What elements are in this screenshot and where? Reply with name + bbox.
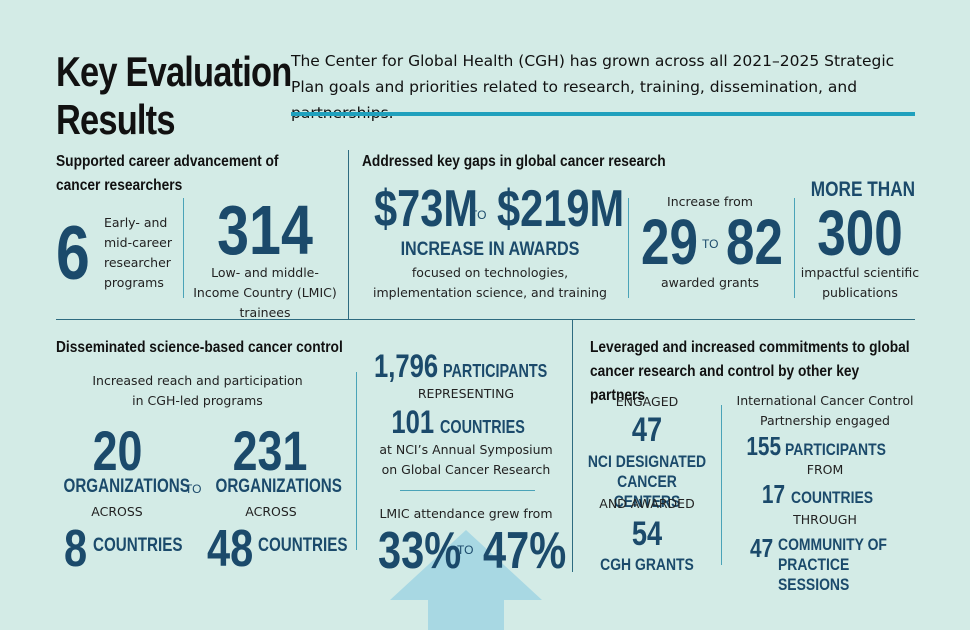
across-1: ACROSS — [91, 504, 143, 519]
career-divider — [183, 198, 184, 298]
symposium-participants-number: 1,796 — [374, 348, 439, 384]
symposium-rule — [400, 490, 535, 491]
sessions-number: 47 — [750, 533, 774, 563]
symposium-countries-row: 101 COUNTRIES — [366, 404, 566, 440]
iccp-participants-unit: PARTICIPANTS — [784, 440, 886, 459]
grants-from: 29 — [641, 206, 698, 278]
orgs-from-unit: ORGANIZATIONS — [63, 476, 190, 497]
centers-number: 47 — [631, 411, 663, 449]
through-label: THROUGH — [793, 512, 857, 527]
awards-to-word: TO — [470, 208, 487, 222]
across-2: ACROSS — [245, 504, 297, 519]
countries-from: 8 — [64, 520, 88, 578]
awards-to: $219M — [497, 180, 625, 238]
header-rule — [291, 112, 915, 116]
middle-rule — [56, 319, 915, 320]
career-heading: Supported career advancement of cancer r… — [56, 153, 279, 194]
awards-desc: focused on technologies, implementation … — [373, 265, 607, 300]
top-section-divider — [348, 150, 349, 320]
orgs-to-word: TO — [185, 482, 202, 496]
iccp-countries-unit: COUNTRIES — [790, 488, 874, 507]
disseminated-heading: Disseminated science-based cancer contro… — [56, 339, 343, 356]
lmic-from: 33% — [378, 522, 462, 580]
orgs-to-unit: ORGANIZATIONS — [215, 476, 342, 497]
and-awarded-label: AND AWARDED — [599, 496, 695, 511]
page-title-line2: Results — [56, 96, 175, 143]
programs-label: Early- and mid-career researcher program… — [104, 215, 173, 290]
gaps-divider-1 — [628, 198, 629, 298]
countries-to: 48 — [207, 520, 254, 578]
intro-text: The Center for Global Health (CGH) has g… — [291, 52, 895, 122]
cgh-grants-number: 54 — [631, 515, 663, 553]
disseminated-divider — [356, 372, 357, 550]
iccp-participants-number: 155 — [746, 431, 782, 461]
grants-label: awarded grants — [660, 275, 760, 290]
countries-from-unit: COUNTRIES — [93, 535, 183, 556]
iccp-countries-row: 17 COUNTRIES — [730, 478, 920, 510]
awards-from: $73M — [374, 180, 479, 238]
from-label: FROM — [806, 462, 844, 477]
bottom-section-divider — [572, 320, 573, 572]
grants-to: 82 — [726, 206, 783, 278]
centers-label: NCI DESIGNATED CANCER CENTERS — [587, 452, 707, 511]
lmic-label: LMIC attendance grew from — [379, 506, 553, 521]
awards-caption: INCREASE IN AWARDS — [400, 239, 580, 260]
growth-arrow-graphic — [390, 530, 542, 630]
symposium-desc: at NCI’s Annual Symposium on Global Canc… — [379, 442, 553, 477]
trainees-label: Low- and middle- Income Country (LMIC) t… — [193, 265, 337, 320]
representing-label: REPRESENTING — [417, 386, 515, 401]
pubs-prefix: MORE THAN — [810, 178, 916, 201]
reach-label: Increased reach and participation in CGH… — [92, 373, 303, 408]
sessions-label: COMMUNITY OF PRACTICE SESSIONS — [778, 535, 887, 594]
page-title-line1: Key Evaluation — [56, 48, 292, 95]
grants-prefix: Increase from — [667, 194, 753, 209]
symposium-participants-unit: PARTICIPANTS — [443, 361, 548, 381]
iccp-participants-row: 155 PARTICIPANTS — [730, 430, 920, 462]
symposium-participants-row: 1,796 PARTICIPANTS — [366, 348, 566, 384]
orgs-to: 231 — [232, 419, 308, 482]
iccp-label: International Cancer Control Partnership… — [736, 393, 914, 428]
grants-to-word: TO — [702, 237, 719, 251]
symposium-countries-unit: COUNTRIES — [440, 417, 526, 437]
symposium-countries-number: 101 — [391, 404, 434, 440]
lmic-to: 47% — [483, 522, 567, 580]
pubs-number: 300 — [817, 197, 903, 269]
engaged-label: ENGAGED — [615, 394, 679, 409]
partners-divider — [721, 405, 722, 565]
cgh-grants-label: CGH GRANTS — [600, 555, 694, 574]
gaps-divider-2 — [794, 198, 795, 298]
orgs-from: 20 — [92, 419, 143, 482]
lmic-to-word: TO — [457, 543, 474, 557]
iccp-countries-number: 17 — [761, 479, 785, 509]
pubs-label: impactful scientific publications — [800, 265, 920, 300]
page-title: Key Evaluation Results — [56, 48, 292, 144]
partners-heading: Leveraged and increased commitments to g… — [590, 339, 910, 404]
countries-to-unit: COUNTRIES — [258, 535, 348, 556]
programs-number: 6 — [56, 211, 90, 296]
gaps-heading: Addressed key gaps in global cancer rese… — [362, 153, 666, 170]
trainees-number: 314 — [217, 191, 313, 269]
